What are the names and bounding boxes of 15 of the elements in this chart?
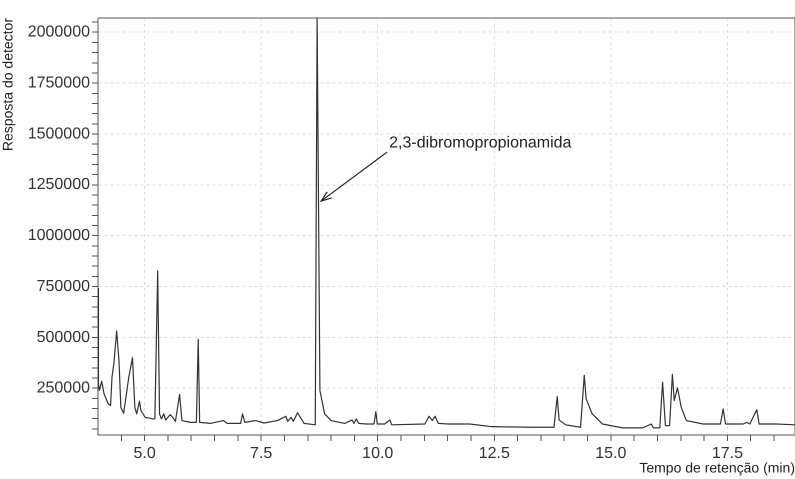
annotation: 2,3-dibromopropionamida — [389, 134, 572, 152]
y-tick-label: 2000000 — [28, 24, 90, 41]
x-tick-label: 15.0 — [595, 445, 627, 462]
y-axis-title: Resposta do detector — [0, 18, 16, 152]
y-tick-label: 1000000 — [28, 227, 90, 244]
y-tick-label: 750000 — [36, 278, 90, 295]
x-tick-label: 12.5 — [478, 445, 510, 462]
y-tick-label: 1750000 — [28, 74, 90, 92]
y-tick-label: 1500000 — [28, 125, 90, 142]
x-tick-label: 5.0 — [133, 445, 156, 462]
y-tick-label: 250000 — [36, 380, 90, 397]
y-tick-label: 500000 — [36, 328, 90, 346]
x-tick-label: 10.0 — [362, 445, 394, 462]
x-tick-label: 7.5 — [250, 445, 272, 462]
y-tick-label: 1250000 — [28, 176, 90, 194]
